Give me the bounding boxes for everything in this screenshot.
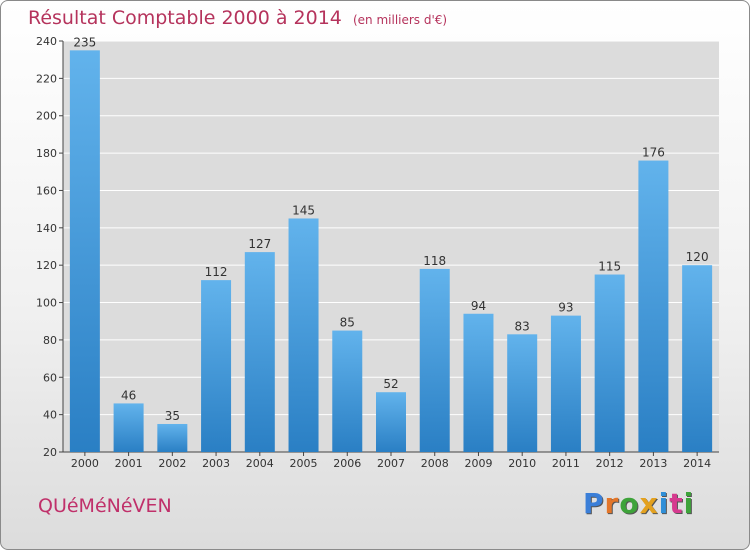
data-label: 93 [558,301,573,315]
x-tick-label: 2006 [333,457,361,470]
x-tick-label: 2010 [508,457,536,470]
bar [682,265,713,452]
data-label: 145 [292,203,315,217]
x-tick-label: 2004 [246,457,274,470]
x-tick-label: 2005 [290,457,318,470]
y-tick-label: 100 [36,297,57,310]
x-tick-label: 2011 [552,457,580,470]
bar [157,423,188,452]
data-label: 120 [686,250,709,264]
data-label: 112 [205,265,228,279]
data-label: 52 [383,377,398,391]
data-label: 115 [598,260,621,274]
chart-unit-label: (en milliers d'€) [352,13,448,27]
y-tick-label: 180 [36,147,57,160]
x-tick-label: 2009 [464,457,492,470]
y-tick-label: 120 [36,259,57,272]
proxiti-logo: Proxiti [583,487,694,520]
x-tick-label: 2007 [377,457,405,470]
logo-letter: i [658,487,670,520]
bar [550,315,581,452]
data-label: 118 [423,254,446,268]
y-tick-label: 60 [43,371,57,384]
bar [638,160,669,452]
x-tick-label: 2003 [202,457,230,470]
bar [288,218,319,452]
logo-letter: o [619,487,640,520]
bar [463,313,494,452]
chart-title: Résultat Comptable 2000 à 2014 (en milli… [28,7,447,29]
x-tick-label: 2002 [158,457,186,470]
bar [69,50,100,452]
data-label: 35 [165,409,180,423]
y-tick-label: 200 [36,110,57,123]
y-tick-label: 140 [36,222,57,235]
chart-title-text: Résultat Comptable 2000 à 2014 [28,7,342,29]
x-tick-label: 2012 [596,457,624,470]
data-label: 85 [340,316,355,330]
data-label: 46 [121,388,136,402]
data-label: 94 [471,299,486,313]
x-tick-label: 2008 [421,457,449,470]
logo-letter: x [639,487,659,520]
logo-letter: i [683,487,695,520]
y-tick-label: 20 [43,446,57,459]
commune-name: QUéMéNéVEN [38,495,172,517]
bar [113,403,144,452]
data-label: 83 [515,319,530,333]
logo-letter: r [604,487,620,520]
bar [419,268,450,452]
y-tick-label: 220 [36,72,57,85]
x-tick-label: 2014 [683,457,711,470]
x-tick-label: 2013 [639,457,667,470]
bar [244,252,275,452]
bar [376,392,406,452]
y-tick-label: 160 [36,184,57,197]
x-tick-label: 2000 [71,457,99,470]
bar [201,280,232,452]
x-tick-label: 2001 [115,457,143,470]
data-label: 127 [248,237,271,251]
data-label: 176 [642,146,665,160]
bar [332,330,363,452]
bar [507,334,538,452]
y-tick-label: 80 [43,334,57,347]
y-tick-label: 240 [36,35,57,48]
y-tick-label: 40 [43,409,57,422]
logo-letter: P [583,487,605,520]
logo-letter: t [669,487,684,520]
data-label: 235 [73,35,96,49]
bar [594,274,625,452]
